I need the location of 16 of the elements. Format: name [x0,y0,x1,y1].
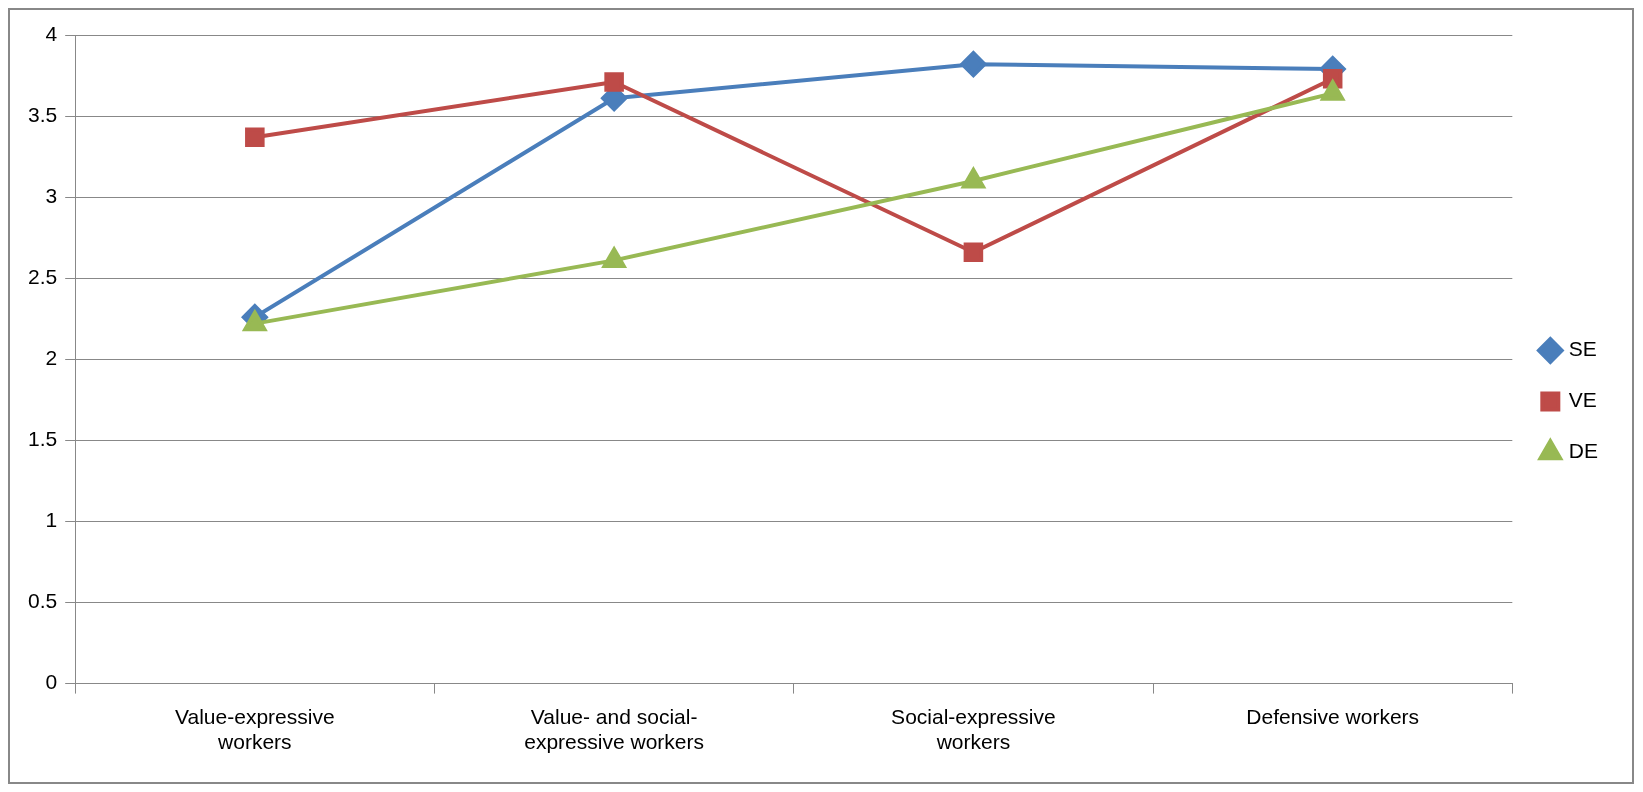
y-tick-label: 2 [45,346,58,370]
x-tick-label: Social-expressive workers [891,705,1056,754]
y-tick-label: 0 [45,670,58,694]
x-tick-label: Value- and social-expressive workers [524,705,704,754]
x-tick-label: Defensive workers [1246,705,1420,728]
legend-label: SE [1568,337,1597,361]
legend-label: DE [1568,439,1599,463]
y-tick-label: 1 [45,508,58,532]
y-tick-label: 2.5 [27,265,58,289]
x-tick-label: Value-expressive workers [175,705,335,754]
legend-label: VE [1568,388,1597,412]
y-tick-label: 0.5 [27,589,58,613]
y-tick-label: 4 [45,21,58,45]
y-tick-label: 3 [45,183,58,207]
y-tick-label: 3.5 [27,102,58,126]
y-tick-label: 1.5 [27,427,58,451]
